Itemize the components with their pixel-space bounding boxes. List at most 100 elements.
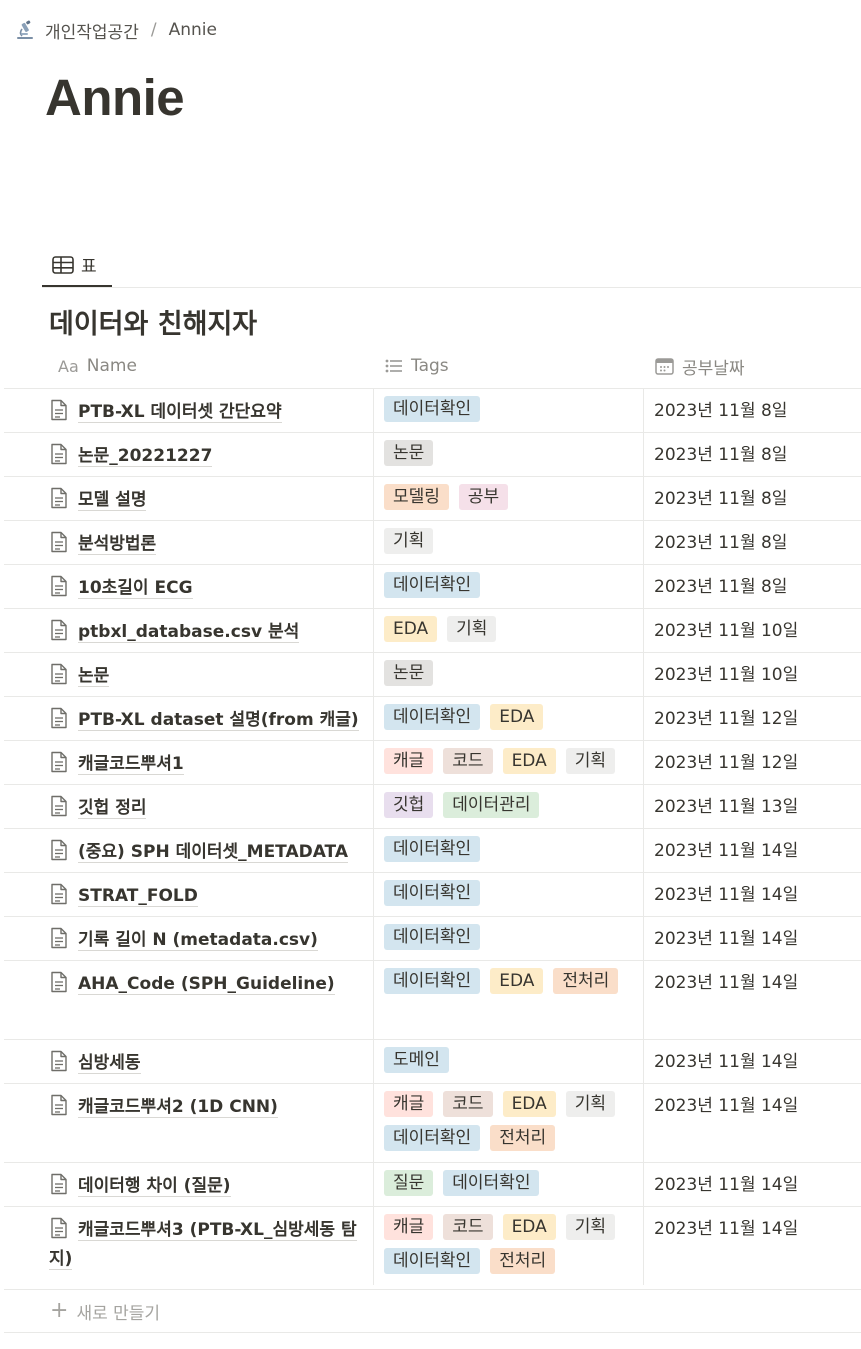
tag-badge[interactable]: 데이터확인 [384,836,481,862]
tag-badge[interactable]: 기획 [447,616,497,642]
row-title[interactable]: 논문 [78,666,110,687]
tag-badge[interactable]: EDA [502,748,556,774]
name-cell[interactable]: PTB-XL 데이터셋 간단요약 [4,389,374,432]
date-cell[interactable]: 2023년 11월 12일 [644,697,861,740]
name-cell[interactable]: (중요) SPH 데이터셋_METADATA [4,829,374,872]
column-header-tags[interactable]: Tags [385,352,449,380]
date-cell[interactable]: 2023년 11월 12일 [644,741,861,784]
name-cell[interactable]: 캐글코드뿌셔2 (1D CNN) [4,1084,374,1162]
row-title[interactable]: 캐글코드뿌셔2 (1D CNN) [78,1097,278,1118]
table-row[interactable]: 논문 논문 2023년 11월 10일 [4,652,861,696]
tag-badge[interactable]: 데이터관리 [443,792,540,818]
tag-badge[interactable]: 기획 [565,1214,616,1240]
tags-cell[interactable]: 캐글 코드 EDA 기획 데이터확인 전처리 [374,1207,644,1285]
date-cell[interactable]: 2023년 11월 14일 [644,829,861,872]
tags-cell[interactable]: 데이터확인 EDA [374,697,644,740]
row-title[interactable]: ptbxl_database.csv 분석 [78,622,300,643]
name-cell[interactable]: 캐글코드뿌셔3 (PTB-XL_심방세동 탐지) [4,1207,374,1285]
name-cell[interactable]: 심방세동 [4,1040,374,1083]
tags-cell[interactable]: 데이터확인 [374,829,644,872]
table-row[interactable]: 캐글코드뿌셔3 (PTB-XL_심방세동 탐지) 캐글 코드 EDA 기획 데이터확인 전처… [4,1206,861,1285]
tag-badge[interactable]: 데이터확인 [384,968,481,994]
table-row[interactable]: 캐글코드뿌셔1 캐글 코드 EDA 기획 2023년 11월 12일 [4,740,861,784]
breadcrumb-current-page[interactable]: Annie [168,20,217,40]
column-header-name[interactable]: Aa Name [58,352,137,380]
row-title[interactable]: 심방세동 [78,1053,141,1074]
name-cell[interactable]: PTB-XL dataset 설명(from 캐글) [4,697,374,740]
table-row[interactable]: 심방세동 도메인 2023년 11월 14일 [4,1039,861,1083]
tags-cell[interactable]: EDA 기획 [374,609,644,652]
tag-badge[interactable]: 데이터확인 [443,1170,540,1196]
table-row[interactable]: ptbxl_database.csv 분석 EDA 기획 2023년 11월 10일 [4,608,861,652]
row-title[interactable]: 모델 설명 [78,490,147,511]
table-row[interactable]: 분석방법론 기획 2023년 11월 8일 [4,520,861,564]
row-title[interactable]: STRAT_FOLD [78,886,198,907]
tag-badge[interactable]: 모델링 [384,484,449,510]
name-cell[interactable]: 논문 [4,653,374,696]
row-title[interactable]: 분석방법론 [78,534,157,555]
tag-badge[interactable]: 데이터확인 [384,704,481,730]
date-cell[interactable]: 2023년 11월 8일 [644,433,861,476]
tag-badge[interactable]: EDA [490,968,544,994]
table-row[interactable]: 기록 길이 N (metadata.csv) 데이터확인 2023년 11월 14일 [4,916,861,960]
row-title[interactable]: PTB-XL dataset 설명(from 캐글) [78,710,359,731]
tags-cell[interactable]: 데이터확인 [374,917,644,960]
table-row[interactable]: 논문_20221227 논문 2023년 11월 8일 [4,432,861,476]
tag-badge[interactable]: EDA [490,704,544,730]
tag-badge[interactable]: 캐글 [384,748,434,774]
row-title[interactable]: 10초길이 ECG [78,578,193,599]
name-cell[interactable]: ptbxl_database.csv 분석 [4,609,374,652]
row-title[interactable]: 캐글코드뿌셔3 (PTB-XL_심방세동 탐지) [49,1220,357,1270]
tag-badge[interactable]: 데이터확인 [384,572,481,598]
date-cell[interactable]: 2023년 11월 14일 [644,917,861,960]
tag-badge[interactable]: 캐글 [384,1091,434,1117]
breadcrumb-workspace[interactable]: 개인작업공간 [45,22,139,43]
page-title[interactable]: Annie [45,69,185,126]
name-cell[interactable]: 데이터행 차이 (질문) [4,1163,374,1206]
date-cell[interactable]: 2023년 11월 14일 [644,961,861,1039]
date-cell[interactable]: 2023년 11월 10일 [644,653,861,696]
tags-cell[interactable]: 질문 데이터확인 [374,1163,644,1206]
table-row[interactable]: STRAT_FOLD 데이터확인 2023년 11월 14일 [4,872,861,916]
tag-badge[interactable]: 전처리 [490,1125,556,1151]
table-row[interactable]: 모델 설명 모델링 공부 2023년 11월 8일 [4,476,861,520]
column-header-date[interactable]: 공부날짜 [655,352,745,380]
tag-badge[interactable]: 기획 [384,528,434,554]
date-cell[interactable]: 2023년 11월 8일 [644,477,861,520]
table-row[interactable]: (중요) SPH 데이터셋_METADATA 데이터확인 2023년 11월 14일 [4,828,861,872]
tags-cell[interactable]: 도메인 [374,1040,644,1083]
date-cell[interactable]: 2023년 11월 8일 [644,389,861,432]
table-row[interactable]: 캐글코드뿌셔2 (1D CNN) 캐글 코드 EDA 기획 데이터확인 전처리 2023년 1… [4,1083,861,1162]
tags-cell[interactable]: 논문 [374,433,644,476]
date-cell[interactable]: 2023년 11월 14일 [644,1040,861,1083]
tag-badge[interactable]: 공부 [458,484,509,510]
new-row-button[interactable]: + 새로 만들기 [4,1289,861,1333]
tag-badge[interactable]: 코드 [443,1214,493,1240]
table-row[interactable]: PTB-XL dataset 설명(from 캐글) 데이터확인 EDA 2023년 … [4,696,861,740]
date-cell[interactable]: 2023년 11월 14일 [644,1207,861,1285]
tags-cell[interactable]: 모델링 공부 [374,477,644,520]
tag-badge[interactable]: 데이터확인 [384,924,481,950]
tags-cell[interactable]: 깃헙 데이터관리 [374,785,644,828]
name-cell[interactable]: STRAT_FOLD [4,873,374,916]
table-row[interactable]: 깃헙 정리 깃헙 데이터관리 2023년 11월 13일 [4,784,861,828]
row-title[interactable]: AHA_Code (SPH_Guideline) [78,974,335,995]
table-row[interactable]: PTB-XL 데이터셋 간단요약 데이터확인 2023년 11월 8일 [4,388,861,432]
tag-badge[interactable]: 질문 [384,1170,434,1196]
row-title[interactable]: (중요) SPH 데이터셋_METADATA [78,842,348,863]
tag-badge[interactable]: 데이터확인 [384,1248,481,1274]
name-cell[interactable]: 논문_20221227 [4,433,374,476]
name-cell[interactable]: 기록 길이 N (metadata.csv) [4,917,374,960]
tag-badge[interactable]: 데이터확인 [384,396,481,422]
name-cell[interactable]: 캐글코드뿌셔1 [4,741,374,784]
name-cell[interactable]: AHA_Code (SPH_Guideline) [4,961,374,1039]
date-cell[interactable]: 2023년 11월 8일 [644,565,861,608]
name-cell[interactable]: 분석방법론 [4,521,374,564]
row-title[interactable]: PTB-XL 데이터셋 간단요약 [78,402,282,423]
name-cell[interactable]: 10초길이 ECG [4,565,374,608]
tag-badge[interactable]: 깃헙 [384,792,434,818]
tags-cell[interactable]: 데이터확인 [374,565,644,608]
row-title[interactable]: 캐글코드뿌셔1 [78,754,184,775]
tag-badge[interactable]: EDA [502,1214,556,1240]
tag-badge[interactable]: 논문 [384,440,434,466]
